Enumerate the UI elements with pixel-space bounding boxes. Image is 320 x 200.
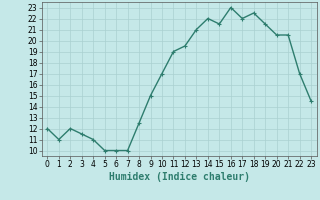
X-axis label: Humidex (Indice chaleur): Humidex (Indice chaleur) bbox=[109, 172, 250, 182]
